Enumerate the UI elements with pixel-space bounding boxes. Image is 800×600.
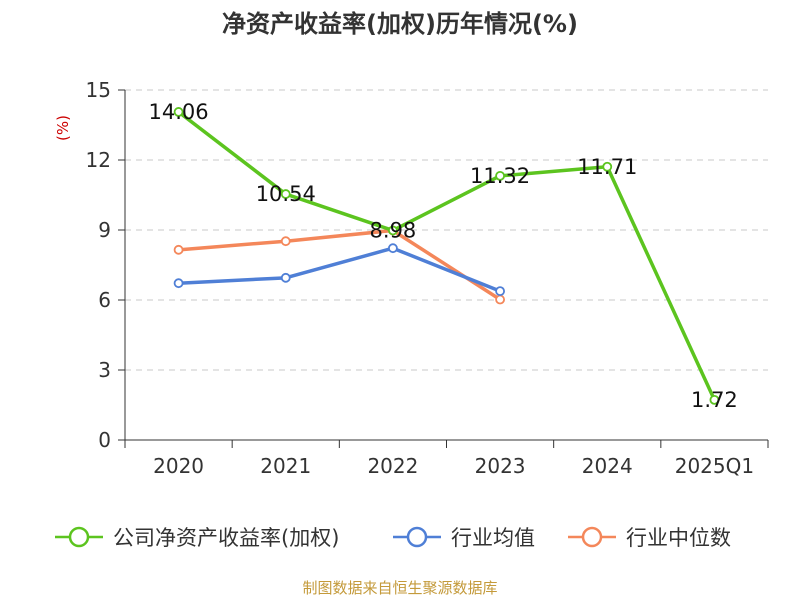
y-tick-label-5: 15	[86, 78, 111, 102]
x-tick-label-2: 2022	[367, 454, 418, 478]
legend-label-1: 行业均值	[451, 526, 535, 550]
legend-marker-2	[581, 526, 603, 548]
series-0-point-0	[173, 107, 184, 117]
series-2-point-1	[280, 236, 291, 247]
x-tick-label-0: 2020	[153, 454, 204, 478]
series-0-point-2	[388, 225, 398, 236]
series-0-point-5	[709, 394, 720, 405]
legend-item-2[interactable]: 行业中位数	[568, 526, 731, 550]
y-axis-label: (%)	[54, 115, 72, 141]
legend-label-2: 行业中位数	[626, 526, 731, 550]
legend[interactable]: 公司净资产收益率(加权) 行业均值 行业中位数	[55, 526, 731, 550]
x-tick-label-3: 2023	[475, 454, 526, 478]
series-0-point-3	[495, 170, 505, 181]
data-label-2: 8.98	[370, 218, 417, 242]
data-label-5: 1.72	[691, 388, 738, 412]
legend-label-0: 公司净资产收益率(加权)	[113, 526, 339, 550]
series-2	[173, 225, 505, 305]
data-label-0: 14.06	[149, 100, 209, 124]
data-label-4: 11.71	[577, 155, 637, 179]
series-0-point-1	[280, 189, 291, 199]
y-tick-label-4: 12	[86, 148, 111, 172]
axes: 0 3 6 9 12 15 2020 2021 2022 2023 2024 2025Q1	[86, 78, 769, 478]
x-tick-label-1: 2021	[260, 454, 311, 478]
y-tick-label-1: 3	[98, 358, 111, 382]
x-tick-label-4: 2024	[582, 454, 633, 478]
source-note: 制图数据来自恒生聚源数据库	[302, 579, 497, 597]
legend-item-1[interactable]: 行业均值	[393, 526, 535, 550]
legend-item-0[interactable]: 公司净资产收益率(加权)	[55, 526, 339, 550]
y-tick-label-3: 9	[98, 218, 111, 242]
series-2-point-3	[495, 294, 505, 305]
y-tick-label-0: 0	[98, 428, 111, 452]
y-tick-label-2: 6	[98, 288, 111, 312]
series-line-0	[177, 110, 717, 401]
series-line-1	[178, 246, 501, 293]
series-1-point-0	[173, 278, 184, 289]
data-labels: 14.06 10.54 8.98 11.32 11.71 1.72	[149, 100, 738, 412]
series-1	[173, 243, 505, 297]
legend-marker-0	[68, 526, 90, 548]
series-line-2	[178, 228, 502, 302]
x-tick-label-5: 2025Q1	[675, 454, 754, 478]
chart-title: 净资产收益率(加权)历年情况(%)	[222, 10, 578, 38]
series-1-point-2	[388, 243, 398, 254]
series-0	[173, 107, 720, 405]
series-2-point-0	[173, 244, 184, 255]
data-label-1: 10.54	[256, 182, 316, 206]
grid-lines	[125, 89, 768, 371]
legend-marker-1	[406, 526, 428, 548]
series-1-point-3	[495, 286, 505, 297]
series-1-point-1	[280, 272, 291, 283]
series-0-point-4	[602, 161, 613, 172]
data-label-3: 11.32	[470, 164, 530, 188]
series-layer	[173, 107, 720, 405]
